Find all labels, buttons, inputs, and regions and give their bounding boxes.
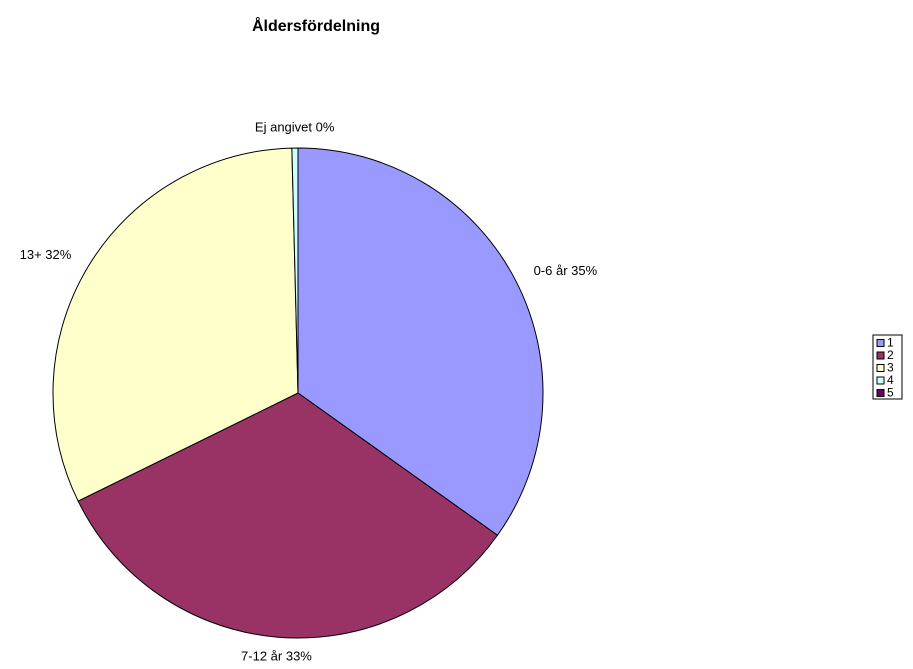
legend-swatch: [876, 389, 885, 397]
chart-title: Åldersfördelning: [252, 16, 380, 35]
legend-swatch: [876, 364, 885, 372]
data-label: 7-12 år 33%: [241, 649, 312, 664]
legend-swatch: [876, 376, 885, 385]
pie-slice: [77, 392, 499, 639]
legend-label: 4: [887, 373, 894, 387]
legend-label: 3: [887, 361, 894, 375]
pie-slice: [291, 147, 299, 394]
legend-label: 1: [887, 336, 894, 350]
legend-swatch: [876, 351, 885, 360]
legend-swatch: [876, 339, 885, 347]
legend-label: 2: [887, 348, 894, 362]
data-label: 0-6 år 35%: [534, 263, 598, 278]
data-label: Ej angivet 0%: [255, 119, 335, 134]
pie-slice: [297, 147, 544, 536]
data-label: 13+ 32%: [20, 247, 72, 262]
legend-label: 5: [887, 386, 894, 400]
pie-slice: [52, 147, 299, 502]
